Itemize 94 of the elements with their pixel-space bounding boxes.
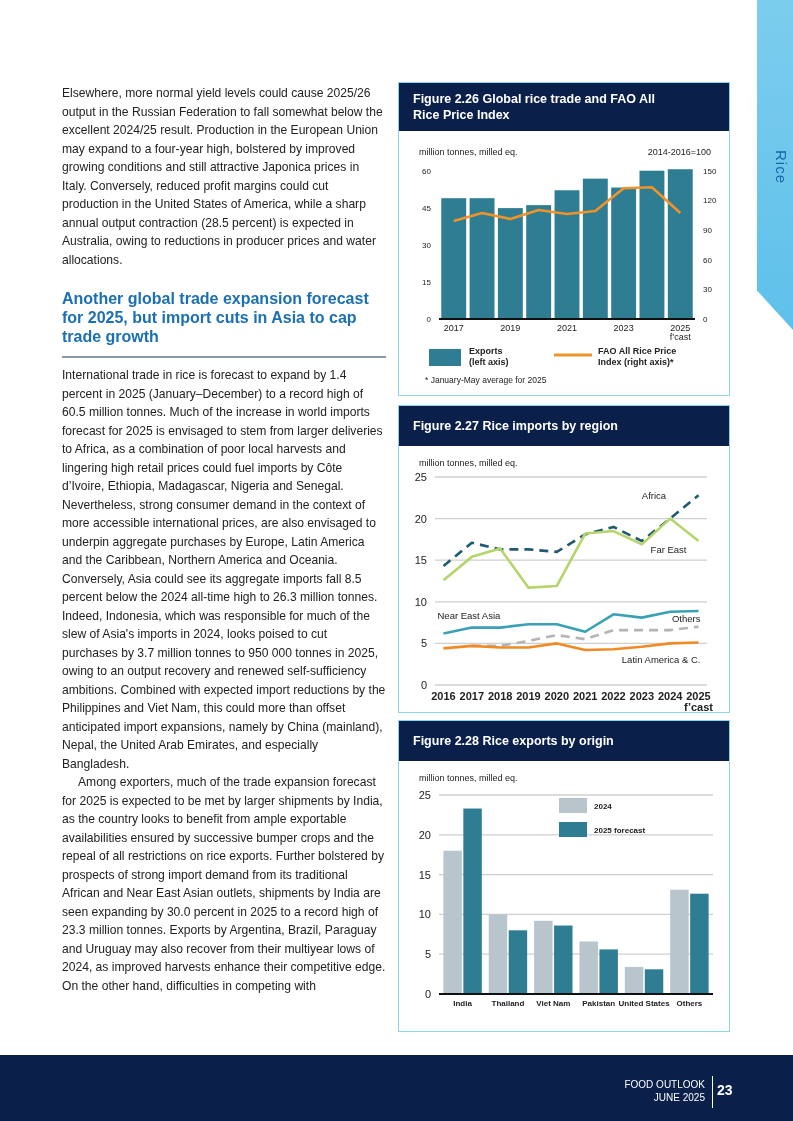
x-tick-label: Others [676,999,703,1008]
bar [497,208,523,319]
y2-tick-label: 30 [703,285,713,295]
bar [639,170,665,319]
x-tick-label: 2021 [556,323,578,333]
y-tick-label: 15 [414,554,427,567]
y-axis-title: million tonnes, milled eq. [419,147,518,157]
x-tick-label: 2016 [431,690,456,702]
series-label: Africa [641,489,667,501]
x-tick-label: 2022 [601,690,626,702]
text: Among exporters, much of the trade expansion forecast for 2025 is expected to be met by larger shipments by India, as the country looks to benefit from ample exportable availabilities ensured by successive bumper crops and the repeal of all restrictions on rice exports. Further bolstered by prospects of strong import demand from its traditional African and Near East Asian outlets, shipments by India are seen expanding by 30.0 percent in 2025 to a record high of 23.3 million tonnes. Exports by Argentina, Brazil, Paraguay and Uruguay may also recover from their multiyear lows of 2024, as improved harvests enhance their competitive edge. On the other hand, difficulties in competing with [62,775,386,993]
bar [644,969,664,994]
bar [611,187,637,319]
y2-tick-label: 60 [703,255,713,265]
bar [554,925,573,994]
x-tick-label: 2018 [487,690,513,702]
text: Elsewhere, more normal yield levels could cause 2025/26 output in the Russian Federation to fall somewhat below the excellent 2024/25 result. Production in the European Union may expand to a four-year high, bolstered by improved growing conditions and still attractive Japonica prices in Italy. Conversely, reduced profit margins could cut production in the United States of America, while a sharp annual output contraction (28.5 percent) is expected in Australia, owing to reductions in producer prices and water allocations. [62,86,383,267]
x-tick-label: 2024 [657,690,684,702]
text: JUNE 2025 [652,1091,705,1104]
y-tick-label: 10 [414,595,427,608]
text: Another global trade expansion forecast for 2025, but import cuts in Asia to cap trade growth [62,289,386,358]
x-tick-label: 2017 [459,690,485,702]
y-tick-label: 0 [424,988,431,1001]
y-tick-label: 30 [422,240,432,250]
legend-label: FAO All Rice Price Index (right axis)* [598,346,677,367]
x-tick-label: Thailand [491,999,525,1008]
y-tick-label: 45 [422,203,432,213]
series-label: Far East [650,544,687,556]
series-label: Near East Asia [437,610,502,622]
text: 23 [717,1082,733,1098]
y-axis-title: million tonnes, milled eq. [419,773,518,783]
bar [554,190,580,319]
x-tick-label: 2021 [572,690,598,702]
line-series [442,494,700,568]
y-tick-label: 15 [418,868,431,881]
bar [667,169,693,319]
y2-tick-label: 150 [703,166,717,176]
y2-tick-label: 120 [703,196,717,206]
x-tick-label: 2025 f’cast [669,323,692,342]
x-tick-label: 2020 [544,690,570,702]
bar [488,914,508,994]
y-tick-label: 25 [414,471,427,484]
y-tick-label: 25 [418,789,431,802]
bar [690,893,709,994]
text: FOOD OUTLOOK [624,1078,705,1091]
bar [463,808,482,994]
y-tick-label: 20 [418,828,431,841]
x-tick-label: 2019 [516,690,541,702]
x-tick-label: 2025 f’cast [684,690,714,713]
y2-tick-label: 0 [703,315,708,325]
legend-label: Exports (left axis) [469,346,509,367]
x-tick-label: United States [618,999,671,1008]
y-tick-label: 15 [422,277,432,287]
y-tick-label: 10 [418,908,431,921]
text: Rice [772,150,790,185]
y-tick-label: 0 [420,679,427,692]
y-tick-label: 0 [426,315,432,325]
chart-title: Figure 2.28 Rice exports by origin [413,734,614,748]
y-tick-label: 60 [422,166,432,176]
line-series [442,641,700,652]
x-tick-label: Viet Nam [536,999,571,1008]
bar [534,920,553,994]
bar [579,941,598,994]
bar [443,850,462,994]
x-tick-label: 2019 [500,323,521,333]
y-tick-label: 20 [414,512,427,525]
bar [670,889,689,994]
x-tick-label: Pakistan [582,999,616,1008]
text: * January-May average for 2025 [425,375,547,385]
text: International trade in rice is forecast to expand by 1.4 percent in 2025 (January–December) to a record high of 60.5 million tonnes. Much of the increase in world imports forecast for 2025 is envisaged to stem from larger deliveries to Africa, as a combination of poor local harvests and lingering high retail prices could fuel imports by Côte d’Ivoire, Ethiopia, Madagascar, Nigeria and Senegal. Nevertheless, strong consumer demand in the context of more accessible international prices, are also envisaged to underpin aggregate purchases by Europe, Latin America and the Caribbean, Northern America and Oceania. Conversely, Asia could see its aggregate imports fall 8.5 percent below the 2024 all-time high to 26.3 million tonnes. Indeed, Indonesia, which was responsible for much of the slew of Asia's imports in 2024, looks poised to cut purchases by 3.7 million tonnes to 950 000 tonnes in 2025, owing to an output recovery and renewed self-sufficiency ambitions. Combined with expected import reductions by the Philippines and Viet Nam, this could more than offset anticipated import expansions, namely by China (mainland), Nepal, the United Arab Emirates, and especially Bangladesh. [62,368,386,771]
y-tick-label: 5 [420,637,427,650]
x-tick-label: 2023 [613,323,634,333]
bar [599,949,618,994]
legend-label: 2025 forecast [594,826,646,835]
bar [508,930,528,994]
chart-title: Figure 2.26 Global rice trade and FAO All Rice Price Index [413,92,655,122]
series-label: Latin America & C. [621,653,701,665]
y2-axis-title: 2014-2016=100 [647,147,711,157]
bar [582,178,608,319]
bar [441,198,467,319]
y-tick-label: 5 [424,948,431,961]
series-label: Others [671,612,701,624]
y2-tick-label: 90 [703,225,713,235]
bar [469,198,495,319]
bar [624,966,644,994]
bar [526,205,552,319]
line-series [452,186,682,223]
chart-title: Figure 2.27 Rice imports by region [413,419,618,433]
legend-label: 2024 [594,802,613,811]
x-tick-label: India [453,999,473,1008]
x-tick-label: 2017 [443,323,464,333]
y-axis-title: million tonnes, milled eq. [419,458,518,468]
x-tick-label: 2023 [629,690,655,702]
line-series [442,517,700,589]
